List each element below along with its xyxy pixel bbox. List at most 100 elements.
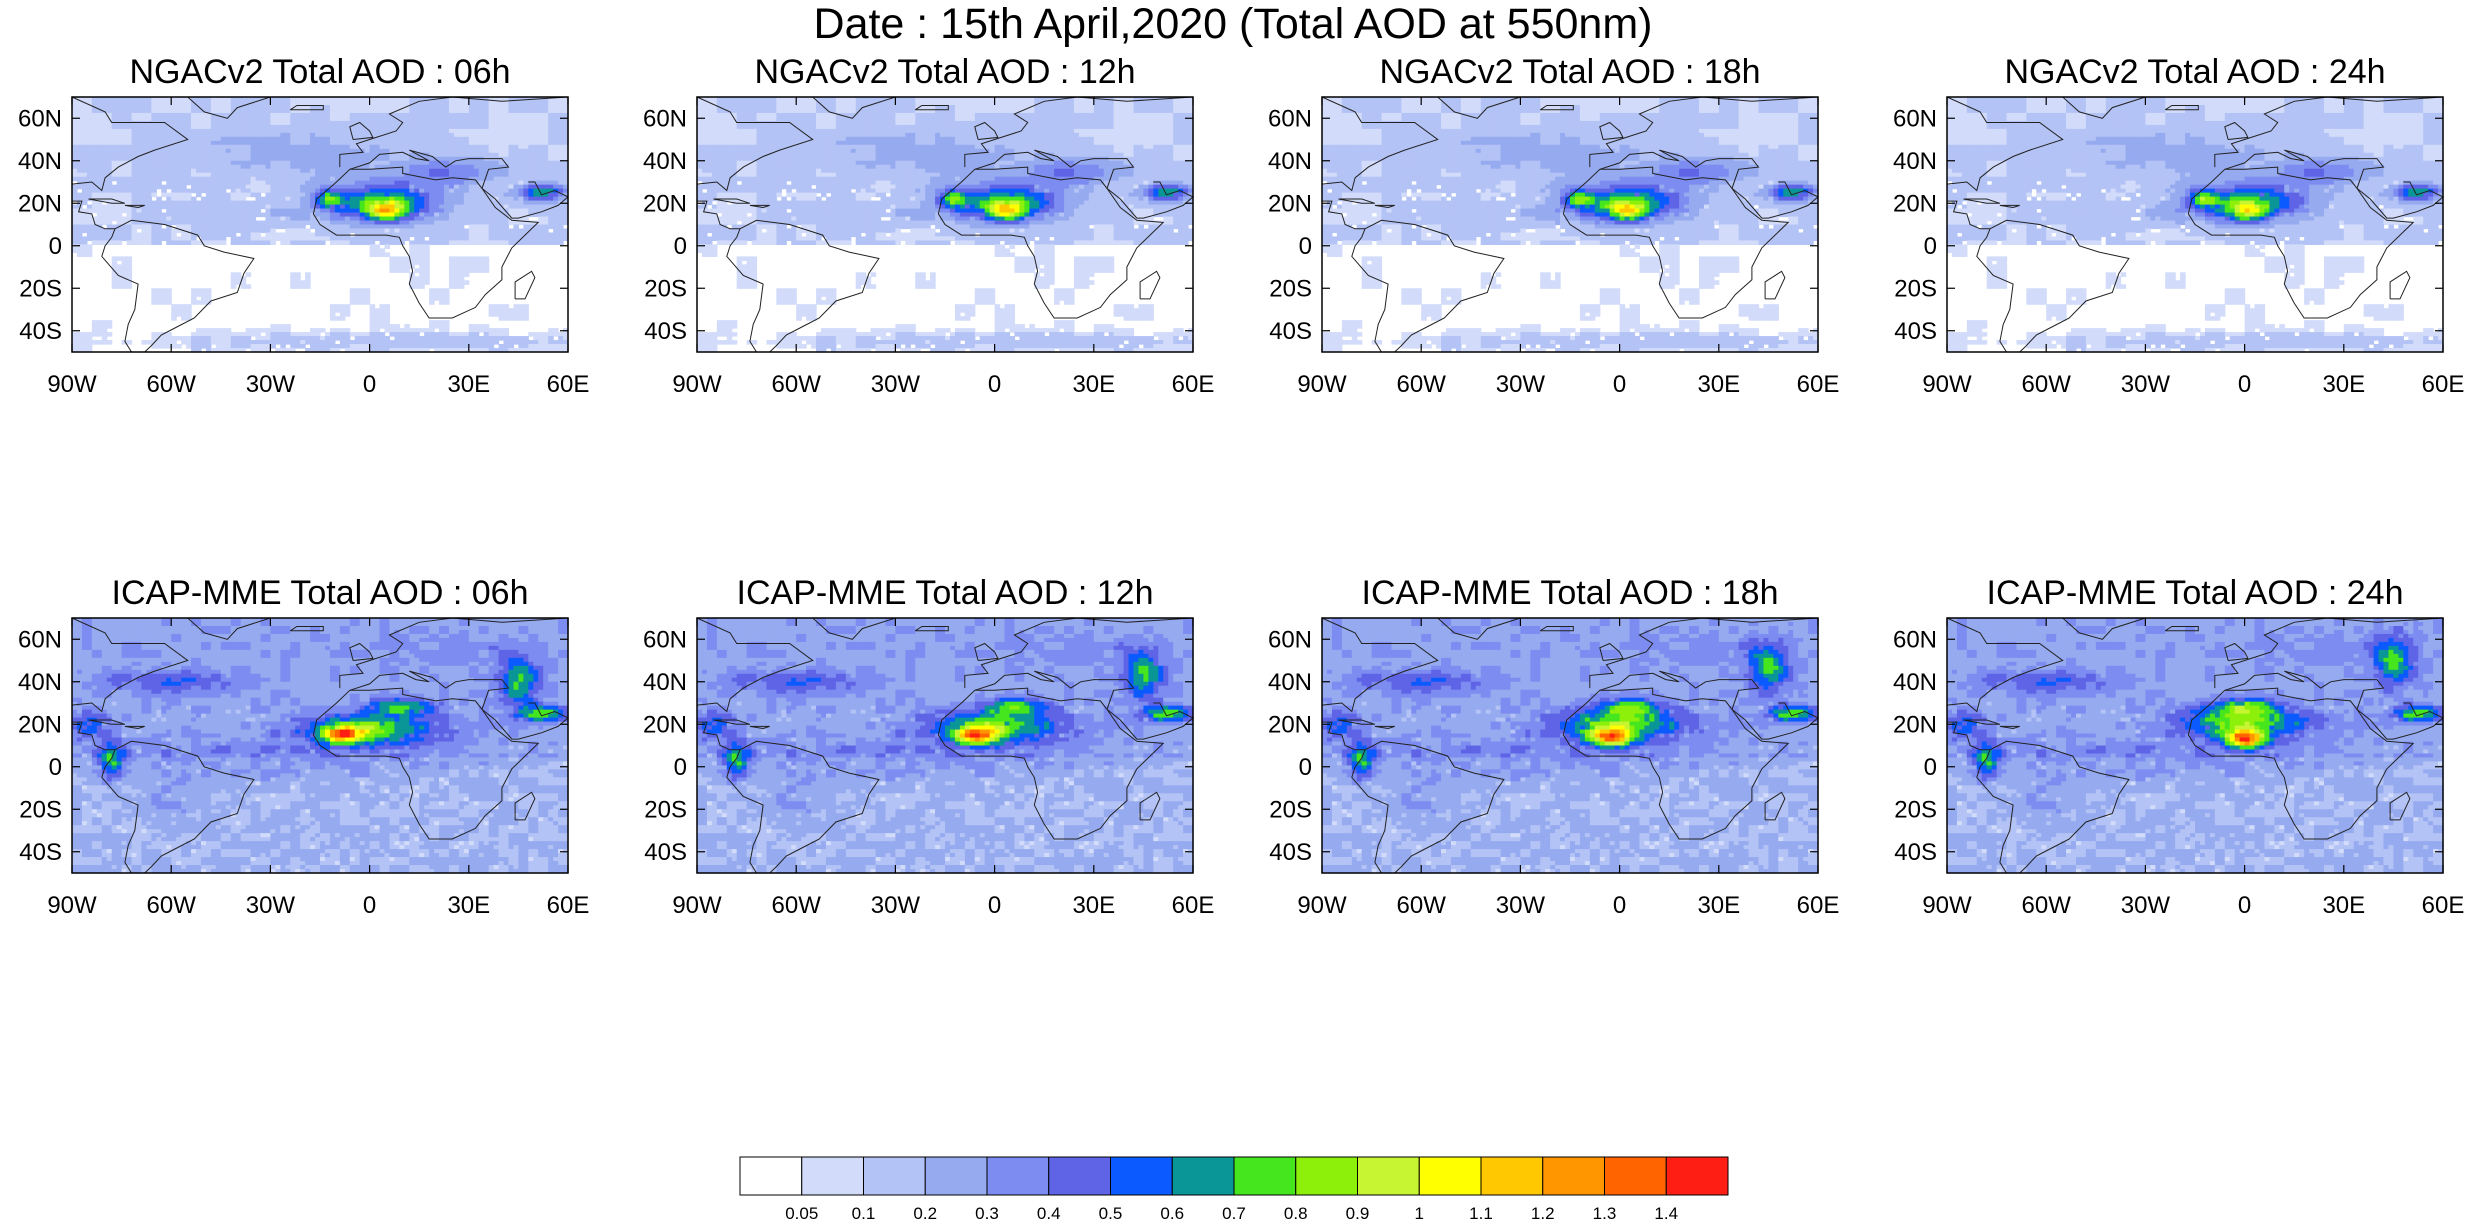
colorbar-swatch: [924, 1156, 988, 1196]
y-tick-label: 40N: [1893, 148, 1937, 175]
y-tick-label: 40S: [1894, 318, 1937, 345]
y-tick-label: 60N: [1268, 105, 1312, 132]
map-frame: [1321, 617, 1819, 874]
x-tick-label: 60E: [2422, 892, 2465, 919]
y-tick-label: 60N: [18, 105, 62, 132]
y-tick-label: 60N: [18, 626, 62, 653]
x-tick-label: 0: [988, 892, 1001, 919]
x-tick-label: 0: [363, 892, 376, 919]
y-tick-label: 20S: [1894, 275, 1937, 302]
y-tick-label: 40N: [643, 669, 687, 696]
colorbar-label: 0.2: [913, 1204, 937, 1222]
y-tick-label: 20N: [1893, 190, 1937, 217]
map-panel: ICAP-MME Total AOD : 12h 90W 60W 30W 0 30E 60E…: [625, 573, 1225, 1033]
y-tick-label: 60N: [1893, 626, 1937, 653]
colorbar-swatch: [1171, 1156, 1235, 1196]
colorbar-swatch: [863, 1156, 926, 1196]
x-tick-label: 30W: [1496, 892, 1546, 919]
colorbar-swatch: [1480, 1156, 1544, 1196]
y-tick-label: 40N: [1893, 669, 1937, 696]
y-tick-label: 40N: [18, 669, 62, 696]
aod-map: 90W 60W 30W 0 30E 60E 60N 40N 20N 0 20S 40S: [18, 96, 589, 398]
y-tick-label: 20S: [644, 275, 687, 302]
x-tick-label: 90W: [47, 892, 97, 919]
x-tick-label: 60E: [1797, 892, 1840, 919]
colorbar-label: 0.3: [975, 1204, 999, 1222]
panel-title: NGACv2 Total AOD : 12h: [625, 52, 1265, 92]
aod-field: [72, 97, 569, 353]
x-tick-label: 60W: [2022, 371, 2072, 398]
x-tick-label: 30E: [447, 892, 490, 919]
aod-field: [72, 618, 569, 874]
y-tick-label: 0: [1299, 754, 1312, 781]
y-tick-label: 40N: [18, 148, 62, 175]
y-tick-label: 0: [49, 233, 62, 260]
x-tick-label: 90W: [1297, 892, 1347, 919]
x-tick-label: 90W: [1297, 371, 1347, 398]
map-panel: ICAP-MME Total AOD : 06h 90W 60W 30W 0 30E 60E…: [0, 573, 600, 1033]
x-tick-label: 30E: [1072, 371, 1115, 398]
x-tick-label: 0: [988, 371, 1001, 398]
map-panel: ICAP-MME Total AOD : 18h 90W 60W 30W 0 30E 60E…: [1250, 573, 1850, 1033]
x-tick-label: 60W: [2022, 892, 2072, 919]
x-tick-label: 90W: [672, 371, 722, 398]
x-tick-label: 0: [2238, 371, 2251, 398]
y-tick-label: 20S: [19, 796, 62, 823]
colorbar-label: 0.9: [1346, 1204, 1370, 1222]
map-panel: NGACv2 Total AOD : 06h 90W 60W 30W 0 30E 60E 60…: [0, 52, 600, 512]
coastlines: [696, 96, 1194, 353]
map-frame: [71, 96, 569, 353]
y-tick-label: 60N: [1893, 105, 1937, 132]
x-tick-label: 0: [1613, 892, 1626, 919]
y-tick-label: 0: [1299, 233, 1312, 260]
x-tick-label: 30E: [2322, 892, 2365, 919]
x-tick-label: 0: [363, 371, 376, 398]
y-tick-label: 40S: [644, 839, 687, 866]
colorbar-label: 0.4: [1037, 1204, 1061, 1222]
y-tick-label: 40N: [1268, 669, 1312, 696]
colorbar-label: 0.05: [785, 1204, 818, 1222]
aod-map: 90W 60W 30W 0 30E 60E 60N 40N 20N 0 20S 40S: [1268, 617, 1840, 919]
map-frame: [71, 617, 569, 874]
y-tick-label: 60N: [643, 626, 687, 653]
x-tick-label: 30E: [1072, 892, 1115, 919]
panel-title: ICAP-MME Total AOD : 24h: [1875, 573, 2466, 613]
y-tick-label: 40S: [19, 318, 62, 345]
map-frame: [1946, 96, 2444, 353]
aod-map: 90W 60W 30W 0 30E 60E 60N 40N 20N 0 20S 40S: [1893, 617, 2465, 919]
aod-field: [1947, 97, 2444, 353]
y-tick-label: 40S: [1269, 839, 1312, 866]
colorbar-label: 1.4: [1654, 1204, 1678, 1222]
y-tick-label: 0: [1924, 754, 1937, 781]
map-frame: [1321, 96, 1819, 353]
y-tick-label: 40S: [1894, 839, 1937, 866]
aod-map: 90W 60W 30W 0 30E 60E 60N 40N 20N 0 20S 40S: [1268, 96, 1840, 398]
y-tick-label: 20N: [643, 190, 687, 217]
y-tick-label: 20S: [19, 275, 62, 302]
x-tick-label: 60W: [772, 371, 822, 398]
panel-title: ICAP-MME Total AOD : 06h: [0, 573, 640, 613]
x-tick-label: 90W: [672, 892, 722, 919]
colorbar-label: 0.6: [1160, 1204, 1184, 1222]
panel-title: NGACv2 Total AOD : 24h: [1875, 52, 2466, 92]
x-tick-label: 30W: [871, 371, 921, 398]
colorbar-swatch: [1295, 1156, 1358, 1196]
y-tick-label: 0: [1924, 233, 1937, 260]
colorbar-label: 1.3: [1593, 1204, 1617, 1222]
x-tick-label: 60W: [1397, 892, 1447, 919]
x-tick-label: 90W: [47, 371, 97, 398]
x-tick-label: 60W: [772, 892, 822, 919]
colorbar-swatch: [1357, 1156, 1420, 1196]
y-tick-label: 20N: [1268, 711, 1312, 738]
colorbar-label: 0.8: [1284, 1204, 1308, 1222]
panel-title: NGACv2 Total AOD : 18h: [1250, 52, 1890, 92]
x-tick-label: 30W: [1496, 371, 1546, 398]
colorbar-swatch: [1418, 1156, 1482, 1196]
x-tick-label: 30W: [871, 892, 921, 919]
x-tick-label: 60E: [1797, 371, 1840, 398]
colorbar-swatch: [1233, 1156, 1297, 1196]
y-tick-label: 20N: [1893, 711, 1937, 738]
colorbar-swatch: [801, 1156, 864, 1196]
x-tick-label: 60E: [2422, 371, 2465, 398]
coastlines: [1946, 617, 2444, 874]
